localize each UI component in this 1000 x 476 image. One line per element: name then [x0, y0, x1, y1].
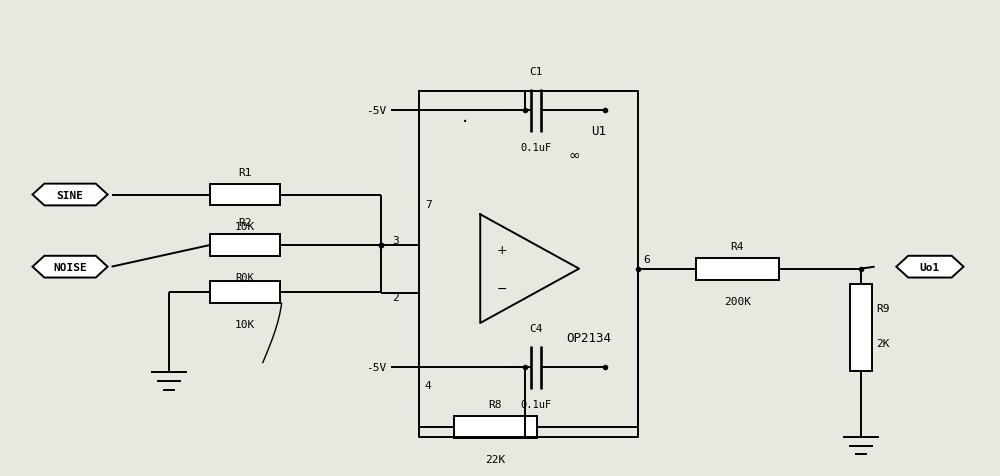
Bar [210, 184, 280, 206]
Bar [210, 282, 280, 304]
Text: NOISE: NOISE [53, 262, 87, 272]
Text: ∞: ∞ [568, 149, 580, 163]
Text: 6: 6 [643, 254, 650, 264]
Text: 3: 3 [392, 235, 399, 245]
Text: .: . [462, 107, 469, 126]
Text: 10K: 10K [235, 319, 255, 329]
Text: +: + [497, 243, 507, 256]
Text: 10K: 10K [235, 222, 255, 232]
Text: R4: R4 [730, 241, 744, 251]
Text: R9: R9 [877, 304, 890, 314]
Text: 2: 2 [392, 293, 399, 303]
Text: SINE: SINE [57, 190, 84, 200]
Text: Uo1: Uo1 [920, 262, 940, 272]
Text: R0K: R0K [236, 272, 254, 282]
Text: C4: C4 [529, 323, 542, 333]
Text: 4: 4 [425, 380, 432, 390]
Text: 0.1uF: 0.1uF [520, 399, 551, 409]
Bar [454, 416, 537, 438]
Polygon shape [896, 256, 964, 278]
Polygon shape [33, 256, 108, 278]
Text: 22K: 22K [485, 455, 505, 465]
Bar [850, 285, 872, 372]
Text: 2K: 2K [877, 338, 890, 348]
Text: C1: C1 [529, 67, 542, 77]
Text: -5V: -5V [366, 363, 386, 373]
Text: 7: 7 [425, 200, 432, 210]
Bar [210, 235, 280, 256]
Text: OP2134: OP2134 [566, 332, 611, 345]
Polygon shape [33, 184, 108, 206]
Text: R8: R8 [488, 399, 502, 409]
Text: −: − [497, 282, 507, 295]
Text: -5V: -5V [366, 106, 386, 116]
Text: 200K: 200K [724, 297, 751, 307]
Text: R1: R1 [238, 168, 252, 178]
Text: 0.1uF: 0.1uF [520, 143, 551, 153]
Text: R2: R2 [238, 218, 252, 228]
Bar [696, 258, 779, 280]
Text: U1: U1 [591, 125, 606, 138]
